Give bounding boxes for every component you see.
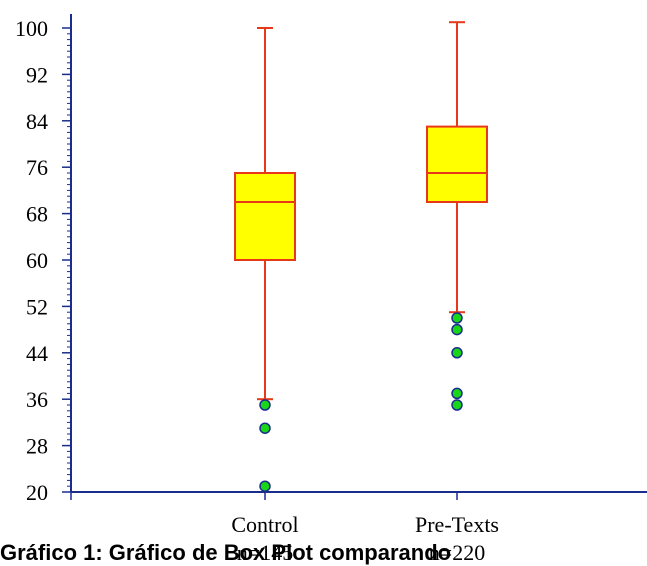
- box-series: [234, 21, 488, 492]
- y-tick-label: 44: [26, 341, 48, 366]
- y-tick-label: 92: [26, 62, 48, 87]
- outlier-point: [451, 347, 463, 359]
- y-tick-label: 52: [26, 294, 48, 319]
- x-axis-ticks: [70, 492, 458, 500]
- outlier-point: [451, 387, 463, 400]
- category-label: Pre-Texts: [415, 512, 499, 537]
- outlier-point: [451, 399, 463, 411]
- box-pre-texts: [426, 21, 488, 411]
- outlier-point: [259, 399, 271, 411]
- y-tick-label: 100: [15, 16, 48, 41]
- outlier-point: [259, 480, 271, 492]
- iqr-box: [426, 125, 488, 203]
- y-axis-major-ticks: [62, 27, 71, 493]
- y-tick-label: 20: [26, 480, 48, 505]
- y-tick-label: 36: [26, 387, 48, 412]
- outlier-point: [259, 422, 271, 434]
- sample-size-label: n=220: [429, 540, 485, 565]
- outlier-point: [451, 323, 463, 336]
- box-control: [234, 27, 296, 492]
- iqr-box: [234, 172, 296, 261]
- outlier-point: [451, 312, 463, 324]
- y-tick-label: 68: [26, 202, 48, 227]
- y-tick-label: 84: [26, 109, 48, 134]
- figure-caption: Gráfico 1: Gráfico de Box Plot comparand…: [0, 540, 452, 565]
- y-tick-label: 60: [26, 248, 48, 273]
- x-axis-tick-labels: Control n=145 Pre-Texts n=220: [231, 512, 499, 565]
- sample-size-label: n=145: [237, 540, 293, 565]
- y-tick-label: 28: [26, 434, 48, 459]
- y-tick-label: 76: [26, 155, 48, 180]
- y-axis-tick-labels: 20 28 36 44 52 60 68 76 84 92 100: [15, 16, 48, 505]
- category-label: Control: [231, 512, 298, 537]
